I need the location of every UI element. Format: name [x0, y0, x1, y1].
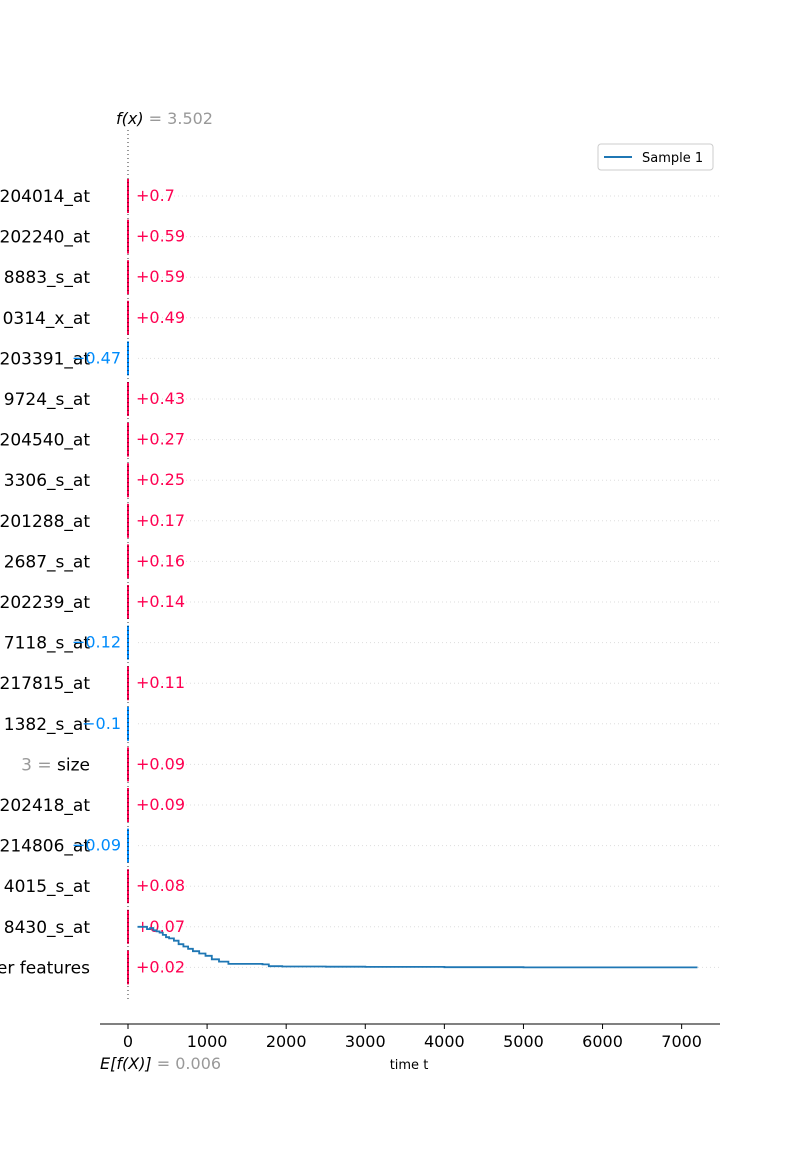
feature-label: 202418_at	[0, 796, 90, 816]
contribution-value: +0.02	[136, 957, 185, 976]
feature-name: 2687_s_at	[4, 552, 91, 572]
x-tick-label: 5000	[503, 1032, 544, 1051]
x-tick-label: 1000	[187, 1032, 228, 1051]
feature-label: 214806_at	[0, 837, 90, 857]
contribution-value: +0.07	[136, 917, 185, 936]
output-label: f(x) = 3.502	[116, 109, 213, 128]
feature-labels: 204014_at 202240_at 8883_s_at 0314_x_at 2033…	[0, 187, 90, 978]
x-tick-label: 7000	[661, 1032, 702, 1051]
contribution-value: −0.12	[72, 633, 121, 652]
base-label-name: E[f(X)]	[100, 1054, 152, 1073]
feature-name: 201288_at	[0, 512, 90, 532]
feature-label: er features	[0, 958, 90, 978]
output-value: 3.502	[167, 109, 213, 128]
grid-lines	[138, 195, 720, 968]
contribution-value: −0.1	[82, 714, 121, 733]
base-value: 0.006	[175, 1054, 221, 1073]
x-axis: 0 1000 2000 3000 4000 5000 6000 7000	[100, 1023, 720, 1051]
feature-label: 2687_s_at	[4, 552, 91, 572]
x-tick-label: 2000	[266, 1032, 307, 1051]
feature-name: 202239_at	[0, 593, 90, 613]
contribution-value: +0.09	[136, 795, 185, 814]
feature-name: 8430_s_at	[4, 918, 91, 938]
feature-name: 3306_s_at	[4, 471, 91, 491]
contribution-value: −0.09	[72, 836, 121, 855]
feature-name: 3 = size	[21, 755, 90, 775]
contribution-value: +0.09	[136, 754, 185, 773]
contribution-value: +0.7	[136, 186, 175, 205]
contribution-value: +0.49	[136, 308, 185, 327]
contribution-value: +0.43	[136, 389, 185, 408]
legend-label: Sample 1	[642, 151, 703, 166]
feature-name: 9724_s_at	[4, 390, 91, 410]
contribution-labels: +0.7 +0.59 +0.59 +0.49 −0.47 +0.43 +0.27 +0.25 +…	[72, 186, 185, 976]
feature-name: 8883_s_at	[4, 268, 91, 288]
feature-value: 3 =	[21, 755, 57, 775]
feature-name: 1382_s_at	[4, 715, 91, 735]
legend: Sample 1	[597, 143, 714, 171]
x-tick-label: 3000	[345, 1032, 386, 1051]
feature-name: 202418_at	[0, 796, 90, 816]
feature-label: size	[57, 755, 90, 775]
x-tick-label: 0	[123, 1032, 133, 1051]
contribution-value: −0.47	[72, 348, 121, 367]
feature-name: 217815_at	[0, 674, 90, 694]
feature-label: 203391_at	[0, 349, 90, 369]
output-label-name: f(x)	[116, 109, 144, 128]
x-axis-label: time t	[390, 1058, 429, 1073]
feature-label: 0314_x_at	[3, 309, 91, 329]
contribution-value: +0.14	[136, 592, 185, 611]
contribution-value: +0.59	[136, 227, 185, 246]
feature-label: 202239_at	[0, 593, 90, 613]
feature-label: 3306_s_at	[4, 471, 91, 491]
output-eq: =	[144, 109, 168, 128]
contribution-value: +0.27	[136, 430, 185, 449]
feature-name: er features	[0, 958, 90, 978]
series-lines	[137, 925, 698, 969]
feature-name: 0314_x_at	[3, 309, 91, 329]
series-line	[137, 925, 698, 969]
feature-label: 204540_at	[0, 431, 90, 451]
contribution-value: +0.25	[136, 470, 185, 489]
feature-label: 8883_s_at	[4, 268, 91, 288]
x-tick-label: 6000	[582, 1032, 623, 1051]
feature-label: 9724_s_at	[4, 390, 91, 410]
contribution-value: +0.17	[136, 511, 185, 530]
feature-name: 4015_s_at	[4, 877, 91, 897]
feature-label: 4015_s_at	[4, 877, 91, 897]
contribution-value: +0.59	[136, 267, 185, 286]
feature-name: 202240_at	[0, 228, 90, 248]
feature-label: 217815_at	[0, 674, 90, 694]
base-label: E[f(X)] = 0.006	[100, 1054, 221, 1073]
feature-label: 7118_s_at	[4, 634, 91, 654]
feature-name: 214806_at	[0, 837, 90, 857]
feature-label: 8430_s_at	[4, 918, 91, 938]
x-tick-label: 4000	[424, 1032, 465, 1051]
feature-label: 1382_s_at	[4, 715, 91, 735]
feature-name: 203391_at	[0, 349, 90, 369]
base-eq: =	[152, 1054, 176, 1073]
feature-label: 202240_at	[0, 228, 90, 248]
contribution-value: +0.11	[136, 673, 185, 692]
legend-box	[597, 143, 714, 171]
feature-label: 201288_at	[0, 512, 90, 532]
feature-name: 204540_at	[0, 431, 90, 451]
contribution-value: +0.16	[136, 551, 185, 570]
contribution-value: +0.08	[136, 876, 185, 895]
feature-name: 204014_at	[0, 187, 90, 207]
feature-label: 204014_at	[0, 187, 90, 207]
feature-name: 7118_s_at	[4, 634, 91, 654]
